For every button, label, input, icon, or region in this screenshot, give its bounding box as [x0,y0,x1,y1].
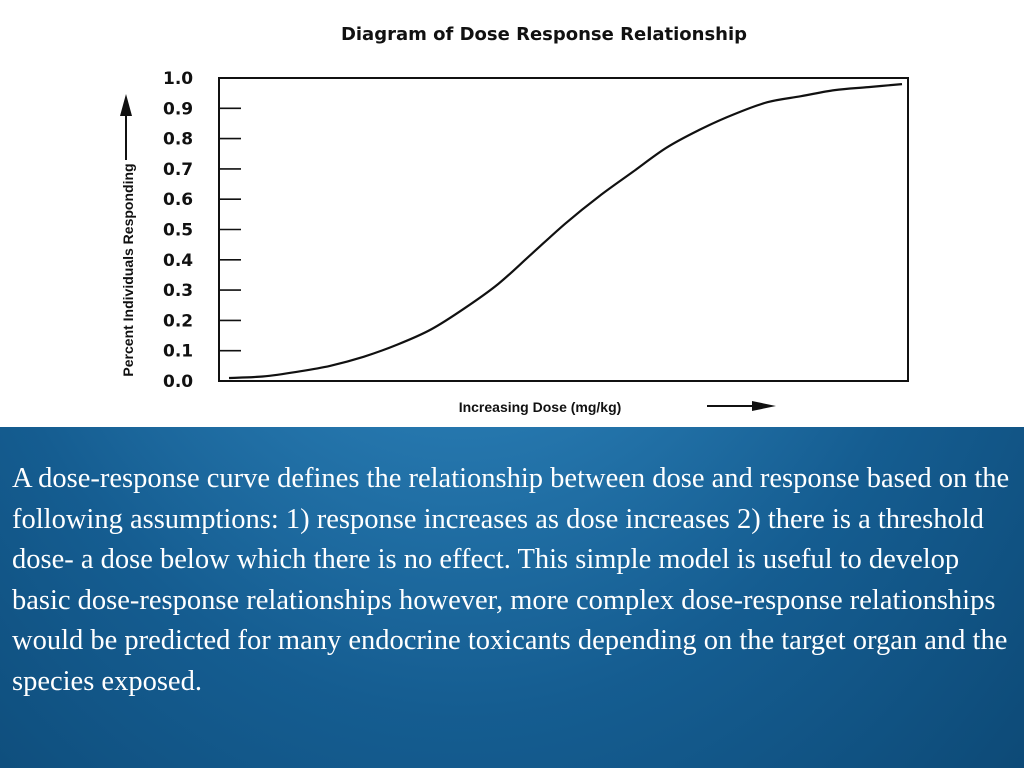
plot-area: 0.0 0.1 0.2 0.3 0.4 0.5 0.6 0.7 0.8 0.9 1.0 [163,69,909,392]
x-axis-arrow-head [752,401,776,411]
dose-response-curve [228,83,903,380]
x-axis-label: Increasing Dose (mg/kg) [459,399,622,415]
y-axis-arrow-head [120,94,132,116]
y-tick-label-10: 1.0 [163,69,193,89]
dose-response-chart: Diagram of Dose Response Relationship 0.… [120,24,909,415]
y-tick-label-6: 0.6 [163,190,193,210]
dose-response-figure: Diagram of Dose Response Relationship 0.… [120,24,909,415]
y-tick-label-1: 0.1 [163,342,193,362]
plot-frame [218,77,909,382]
y-tick-label-9: 0.9 [163,99,193,119]
y-tick-label-8: 0.8 [163,130,193,150]
y-tick-label-2: 0.2 [163,311,193,331]
y-tick-label-3: 0.3 [163,281,193,301]
y-tick-label-0: 0.0 [163,372,193,392]
caption-text: A dose-response curve defines the relati… [12,463,1010,697]
y-axis-label: Percent Individuals Responding [120,163,136,376]
chart-title: Diagram of Dose Response Relationship [341,24,747,45]
y-tick-label-7: 0.7 [163,160,193,180]
y-tick-label-5: 0.5 [163,221,193,241]
y-tick-label-4: 0.4 [163,251,193,271]
